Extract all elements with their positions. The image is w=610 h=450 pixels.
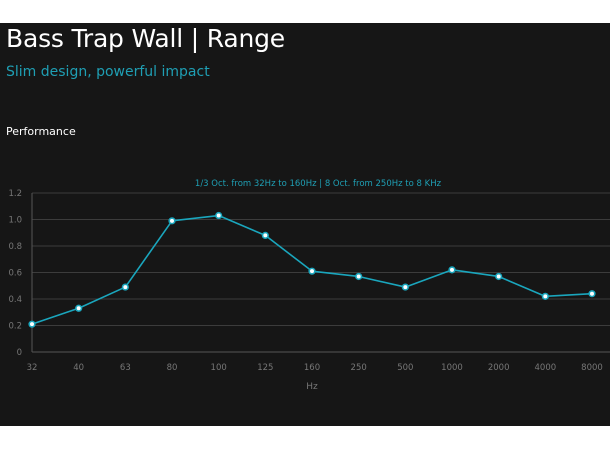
data-point[interactable] xyxy=(121,283,129,291)
section-label: Performance xyxy=(6,125,76,138)
y-tick-label: 1.0 xyxy=(8,216,22,226)
y-tick-label: 0.6 xyxy=(8,269,22,279)
y-tick-label: 0.4 xyxy=(8,295,22,305)
data-point[interactable] xyxy=(401,283,409,291)
x-tick-label: 2000 xyxy=(488,363,510,373)
data-point[interactable] xyxy=(355,272,363,281)
data-point[interactable] xyxy=(588,290,596,298)
chart-title: 1/3 Oct. from 32Hz to 160Hz | 8 Oct. fro… xyxy=(195,179,442,189)
y-tick-label: 0 xyxy=(17,348,22,358)
x-tick-label: 8000 xyxy=(581,363,603,373)
x-axis-label: Hz xyxy=(306,382,318,392)
data-point[interactable] xyxy=(75,304,83,312)
x-tick-label: 500 xyxy=(397,363,413,373)
x-tick-label: 4000 xyxy=(535,363,557,373)
x-tick-label: 32 xyxy=(27,363,38,373)
x-tick-label: 125 xyxy=(257,363,273,373)
page-title: Bass Trap Wall | Range xyxy=(6,24,285,53)
x-tick-label: 250 xyxy=(351,363,367,373)
data-point[interactable] xyxy=(448,266,456,274)
x-tick-label: 1000 xyxy=(441,363,463,373)
data-point[interactable] xyxy=(308,267,316,275)
x-tick-label: 63 xyxy=(120,363,131,373)
y-tick-label: 0.2 xyxy=(8,322,22,332)
x-tick-label: 160 xyxy=(304,363,320,373)
data-point[interactable] xyxy=(168,217,176,225)
page-subtitle: Slim design, powerful impact xyxy=(6,64,210,80)
data-point[interactable] xyxy=(28,320,36,328)
x-tick-label: 40 xyxy=(73,363,84,373)
y-tick-label: 1.2 xyxy=(8,189,22,199)
y-tick-label: 0.8 xyxy=(8,242,22,252)
x-tick-label: 100 xyxy=(211,363,227,373)
data-point[interactable] xyxy=(541,292,549,300)
data-point[interactable] xyxy=(495,272,503,281)
data-point[interactable] xyxy=(261,231,269,239)
chart-panel xyxy=(0,23,610,426)
data-point[interactable] xyxy=(215,211,223,220)
x-tick-label: 80 xyxy=(167,363,178,373)
